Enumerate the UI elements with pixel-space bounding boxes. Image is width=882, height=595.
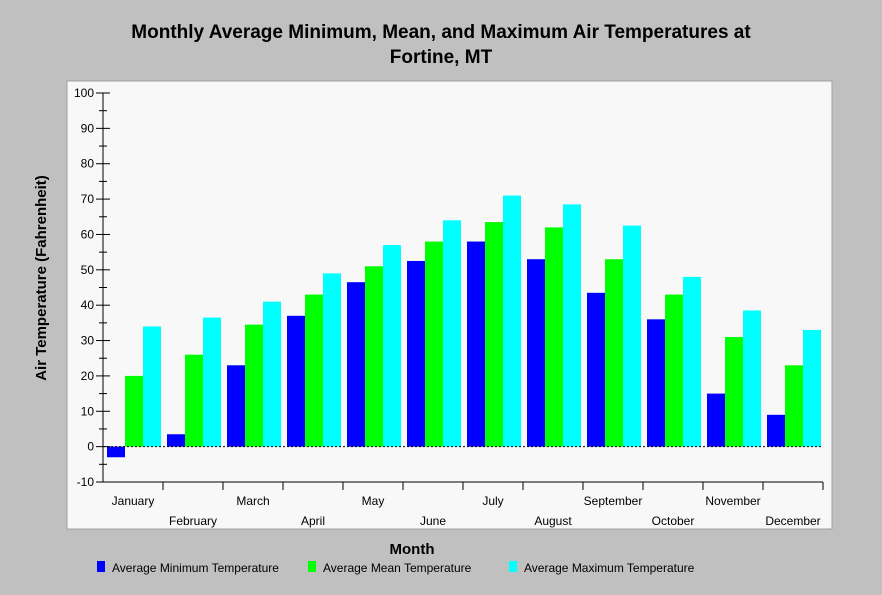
legend-label: Average Mean Temperature bbox=[323, 561, 472, 575]
bar bbox=[485, 222, 503, 447]
bar bbox=[323, 273, 341, 447]
x-axis-title: Month bbox=[390, 541, 435, 558]
bar bbox=[623, 225, 641, 447]
x-tick-label: September bbox=[584, 494, 643, 508]
bar bbox=[503, 195, 521, 447]
bar bbox=[383, 245, 401, 447]
bar bbox=[347, 282, 365, 447]
chart-title: Monthly Average Minimum, Mean, and Maxim… bbox=[0, 20, 882, 70]
bar bbox=[683, 276, 701, 447]
bar bbox=[143, 326, 161, 447]
bar bbox=[545, 227, 563, 447]
bar bbox=[767, 414, 785, 447]
x-tick-label: June bbox=[420, 514, 446, 528]
y-tick-label: 0 bbox=[87, 440, 94, 454]
bar bbox=[605, 259, 623, 447]
bar bbox=[563, 204, 581, 447]
legend-swatch bbox=[308, 561, 316, 572]
x-tick-label: July bbox=[482, 494, 503, 508]
bar bbox=[365, 266, 383, 447]
bar bbox=[245, 324, 263, 447]
bar bbox=[167, 434, 185, 447]
x-tick-label: November bbox=[705, 494, 760, 508]
bar bbox=[467, 241, 485, 447]
legend-swatch bbox=[97, 561, 105, 572]
x-tick-label: January bbox=[112, 494, 155, 508]
axes-group: -10 0 10 20 30 40 50 60 70 80 90 100 January February… bbox=[74, 86, 824, 528]
y-tick-label: 80 bbox=[81, 157, 95, 171]
bar bbox=[665, 294, 683, 447]
x-tick-label: May bbox=[362, 494, 385, 508]
y-tick-label: 70 bbox=[81, 192, 95, 206]
bar bbox=[527, 259, 545, 447]
bar bbox=[185, 354, 203, 447]
bar bbox=[725, 337, 743, 447]
bars-group bbox=[107, 195, 821, 458]
bar bbox=[263, 301, 281, 447]
bar bbox=[647, 319, 665, 447]
y-tick-label: 60 bbox=[81, 227, 95, 241]
bar bbox=[587, 292, 605, 447]
chart-title-line-1: Monthly Average Minimum, Mean, and Maxim… bbox=[131, 22, 751, 43]
x-tick-label: August bbox=[534, 514, 572, 528]
bar bbox=[305, 294, 323, 447]
y-tick-label: 30 bbox=[81, 334, 95, 348]
y-tick-label: 10 bbox=[81, 404, 95, 418]
x-tick-label: October bbox=[652, 514, 695, 528]
bar bbox=[227, 365, 245, 447]
bar bbox=[125, 375, 143, 447]
y-tick-label: 50 bbox=[81, 263, 95, 277]
y-tick-label: 90 bbox=[81, 121, 95, 135]
legend-swatch bbox=[509, 561, 517, 572]
chart-title-line-2: Fortine, MT bbox=[389, 47, 493, 68]
legend: Average Minimum Temperature Average Mean … bbox=[97, 561, 695, 575]
y-tick-label: 20 bbox=[81, 369, 95, 383]
bar bbox=[785, 365, 803, 447]
legend-label: Average Maximum Temperature bbox=[524, 561, 695, 575]
bar bbox=[107, 446, 125, 458]
y-tick-label: 40 bbox=[81, 298, 95, 312]
legend-label: Average Minimum Temperature bbox=[112, 561, 279, 575]
x-tick-label: December bbox=[765, 514, 820, 528]
y-tick-label: 100 bbox=[74, 86, 94, 100]
x-tick-label: February bbox=[169, 514, 217, 528]
x-tick-label: April bbox=[301, 514, 325, 528]
bar bbox=[203, 317, 221, 447]
x-tick-label: March bbox=[236, 494, 269, 508]
bar bbox=[425, 241, 443, 447]
bar bbox=[743, 310, 761, 447]
bar bbox=[707, 393, 725, 447]
y-tick-label: -10 bbox=[77, 475, 95, 489]
bar bbox=[407, 260, 425, 447]
bar bbox=[803, 329, 821, 447]
bar bbox=[443, 220, 461, 447]
bar bbox=[287, 315, 305, 447]
y-axis-title: Air Temperature (Fahrenheit) bbox=[33, 175, 50, 381]
